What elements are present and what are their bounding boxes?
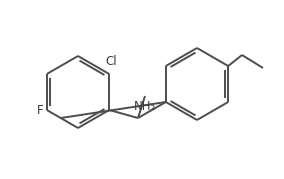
Text: F: F xyxy=(37,103,44,117)
Text: Cl: Cl xyxy=(105,55,117,68)
Text: NH₂: NH₂ xyxy=(134,100,156,113)
